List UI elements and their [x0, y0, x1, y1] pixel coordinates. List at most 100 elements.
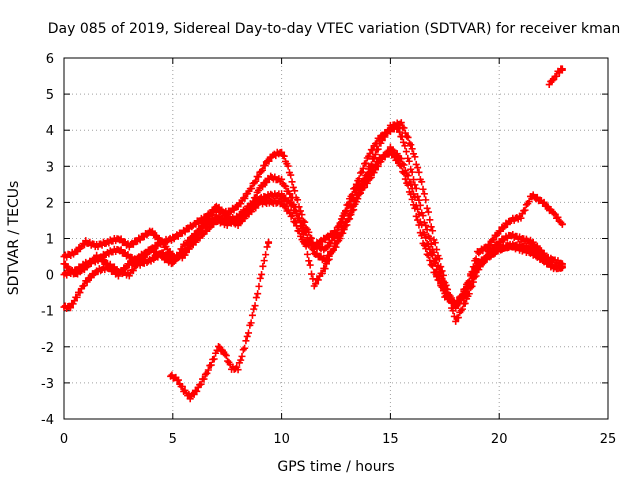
- data-point: [310, 242, 318, 250]
- data-point: [446, 295, 454, 303]
- data-point: [237, 200, 245, 208]
- data-point: [397, 119, 405, 127]
- data-point: [67, 304, 75, 312]
- data-point: [367, 167, 375, 175]
- data-point: [286, 190, 294, 198]
- data-point: [465, 277, 473, 285]
- data-point: [243, 332, 251, 340]
- data-point: [377, 155, 385, 163]
- data-point: [363, 172, 371, 180]
- data-point: [386, 147, 394, 155]
- data-point: [172, 256, 180, 264]
- data-point: [540, 198, 548, 206]
- data-point: [132, 262, 140, 270]
- data-point: [308, 270, 316, 278]
- data-point: [472, 264, 480, 272]
- data-point: [407, 141, 415, 149]
- x-axis-label: GPS time / hours: [277, 459, 394, 475]
- data-point: [517, 214, 525, 222]
- data-point: [423, 226, 431, 234]
- series-track-e: [167, 238, 273, 403]
- data-point: [422, 245, 430, 253]
- data-point: [248, 184, 256, 192]
- data-point: [346, 201, 354, 209]
- data-point: [260, 257, 268, 265]
- y-tick-label: -3: [41, 377, 54, 392]
- data-point: [411, 153, 419, 161]
- data-point: [178, 383, 186, 391]
- data-point: [242, 337, 250, 345]
- data-point: [148, 227, 156, 235]
- data-point: [305, 257, 313, 265]
- data-point: [241, 344, 249, 352]
- data-point: [525, 197, 533, 205]
- data-point: [393, 156, 401, 164]
- x-tick-label: 25: [600, 432, 617, 447]
- data-point: [176, 249, 184, 257]
- y-tick-label: -2: [41, 341, 54, 356]
- data-point: [314, 276, 322, 284]
- data-points: [60, 65, 566, 403]
- data-point: [170, 257, 178, 265]
- y-tick-label: 4: [46, 124, 54, 139]
- data-point: [420, 190, 428, 198]
- data-point: [435, 255, 443, 263]
- data-point: [468, 282, 476, 290]
- data-point: [356, 169, 364, 177]
- data-point: [445, 294, 453, 302]
- data-point: [200, 375, 208, 383]
- data-point: [415, 221, 423, 229]
- data-point: [358, 168, 366, 176]
- y-tick-label: 1: [46, 233, 54, 248]
- data-point: [207, 361, 215, 369]
- data-point: [203, 227, 211, 235]
- data-point: [415, 168, 423, 176]
- data-point: [252, 204, 260, 212]
- data-point: [196, 227, 204, 235]
- data-point: [435, 276, 443, 284]
- data-point: [193, 387, 201, 395]
- data-point: [408, 145, 416, 153]
- y-tick-label: 0: [46, 269, 54, 284]
- data-point: [324, 256, 332, 264]
- x-tick-label: 5: [169, 432, 177, 447]
- data-point: [426, 216, 434, 224]
- data-point: [303, 250, 311, 258]
- data-point: [454, 314, 462, 322]
- data-point: [284, 162, 292, 170]
- data-point: [371, 150, 379, 158]
- data-point: [369, 155, 377, 163]
- x-tick-label: 15: [382, 432, 399, 447]
- data-point: [343, 206, 351, 214]
- data-point: [259, 262, 267, 270]
- data-point: [199, 230, 207, 238]
- data-point: [350, 194, 358, 202]
- series-track-d: [60, 147, 566, 311]
- data-point: [492, 241, 500, 249]
- data-point: [76, 289, 84, 297]
- data-point: [336, 220, 344, 228]
- y-tick-label: -1: [41, 305, 54, 320]
- data-point: [423, 250, 431, 258]
- data-point: [433, 273, 441, 281]
- x-tick-label: 0: [60, 432, 68, 447]
- data-point: [287, 171, 295, 179]
- data-point: [256, 274, 264, 282]
- data-point: [404, 133, 412, 141]
- data-point: [239, 346, 247, 354]
- data-point: [339, 226, 347, 234]
- data-point: [203, 369, 211, 377]
- data-point: [280, 152, 288, 160]
- data-point: [257, 168, 265, 176]
- data-point: [295, 227, 303, 235]
- data-point: [424, 208, 432, 216]
- data-point: [407, 190, 415, 198]
- data-point: [550, 209, 558, 217]
- data-point: [400, 169, 408, 177]
- y-tick-label: 2: [46, 196, 54, 211]
- data-point: [422, 196, 430, 204]
- data-point: [322, 260, 330, 268]
- y-tick-label: -4: [41, 413, 54, 428]
- data-point: [401, 142, 409, 150]
- data-point: [367, 173, 375, 181]
